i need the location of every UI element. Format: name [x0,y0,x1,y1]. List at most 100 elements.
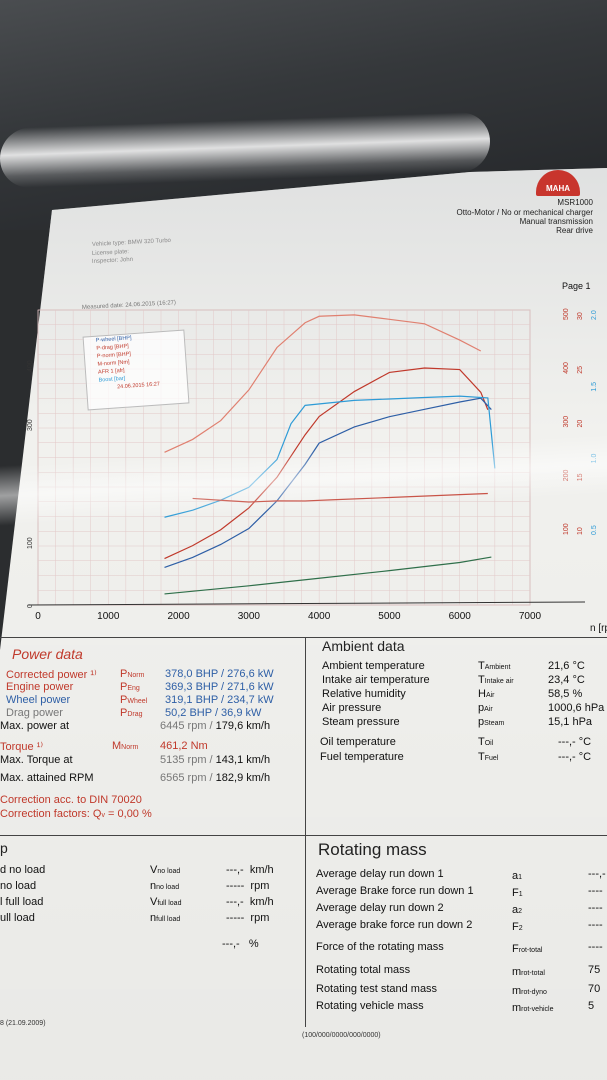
speed-row-label: ull load [0,912,35,924]
rotating-row-symbol: mrot-total [512,966,545,978]
speed-row-label: l full load [0,896,44,908]
ambient-row-symbol: TOil [478,736,494,748]
right-tick-label: 2.0 [591,310,598,320]
rotating-row-symbol: mrot-vehicle [512,1002,554,1014]
ambient-row-symbol: HAir [478,688,495,700]
max-rpm-values: 6565 rpm / 182,9 km/h [160,772,271,784]
right-tick-label: 400 [563,362,570,374]
ambient-row-symbol: pSteam [478,716,505,728]
series-line-2 [164,314,482,453]
ambient-row-label: Steam pressure [322,716,400,728]
ambient-data-title: Ambient data [322,638,405,654]
power-row-values: 319,1 BHP / 234,7 kW [165,694,274,706]
right-tick-label: 500 [563,308,570,320]
ambient-row-symbol: TAmbient [478,660,511,672]
power-row-symbol: PEng [120,681,140,693]
rotating-row-label: Average delay run down 1 [316,868,444,880]
speed-row-value: ----- rpm [226,912,270,924]
speed-row-symbol: nno load [150,880,180,892]
series-line-1 [164,367,489,560]
footer-center: (100/000/0000/000/0000) [302,1032,381,1039]
power-row-label: Corrected power ¹⁾ [6,669,97,681]
rotating-row-symbol: F2 [512,921,523,933]
left-axis-ticks: 0 100 300 400 [27,360,34,608]
x-tick-label: 5000 [378,611,401,622]
right-tick-label: 1.5 [591,382,598,392]
speed-row-symbol: Vfull load [150,896,182,908]
rotating-row-label: Average brake force run down 2 [316,919,473,931]
power-data-title: Power data [12,646,83,662]
right-tick-label: 20 [577,420,584,428]
rotating-row-symbol: mrot-dyno [512,985,547,997]
ambient-row-value: 1000,6 hPa [548,702,605,714]
speed-row-symbol: Vno load [150,864,181,876]
rotating-row-label: Rotating total mass [316,964,411,976]
power-row-symbol: PNorm [120,668,145,680]
right-tick-label: 10 [577,527,584,535]
ambient-row-symbol: TFuel [478,751,499,763]
speed-row-value: ---,- km/h [226,864,274,876]
right-tick-label: 100 [563,523,570,535]
x-axis-ticks: 0 1000 2000 3000 4000 5000 6000 7000 n [rpm] [35,611,607,634]
ambient-row-value: 23,4 °C [548,674,585,686]
right-tick-label: 15 [577,473,584,481]
torque-value: 461,2 Nm [160,740,208,752]
max-power-values: 6445 rpm / 179,6 km/h [160,720,271,732]
drive-label: Rear drive [556,226,593,235]
rotating-row-value: ---- [588,902,603,914]
rotating-row-value: ---- [588,919,603,931]
speed-row-value: ---,- km/h [226,896,274,908]
ambient-row-symbol: pAir [478,702,493,714]
rotating-row-label: Average Brake force run down 1 [316,885,474,897]
x-axis-label: n [rpm] [590,623,607,634]
speed-row-value: ----- rpm [226,880,270,892]
x-tick-label: 7000 [519,611,542,622]
ambient-row-value: 58,5 % [548,688,583,700]
power-row-values: 50,2 BHP / 36,9 kW [165,707,262,719]
power-row-label: Wheel power [6,694,71,706]
max-power-label: Max. power at [0,720,70,732]
ambient-row-label: Intake air temperature [322,674,430,686]
rotating-row-value: ---,- [588,868,606,880]
speed-row-symbol: nfull load [150,912,181,924]
rotating-row-value: 70 [588,983,601,995]
ambient-row-value: 21,6 °C [548,660,585,672]
rotating-row-symbol: F1 [512,887,523,899]
rotating-row-symbol: a2 [512,904,523,916]
ambient-row-label: Ambient temperature [322,660,425,672]
ambient-row-label: Air pressure [322,702,382,714]
rotating-row-value: 75 [588,964,601,976]
correction-factor: Correction factors: Qv = 0,00 % [0,808,152,820]
speed-row-label: no load [0,880,37,892]
rotating-row-label: Average delay run down 2 [316,902,444,914]
right-tick-label: 0.5 [591,525,598,535]
rotating-row-value: ---- [588,941,603,953]
rotating-row-label: Force of the rotating mass [316,941,444,953]
series-line-4 [164,395,496,518]
x-tick-label: 1000 [97,611,120,622]
right-tick-label: 200 [563,469,570,481]
rotating-row-label: Rotating vehicle mass [316,1000,424,1012]
chart-legend: P-wheel [BHP] P-drag [BHP] P-norm [BHP] M-n… [82,329,190,411]
power-row-label: Drag power [6,707,63,719]
engine-type-label: Otto-Motor / No or mechanical charger [456,208,594,217]
left-tick-label: 400 [27,360,34,372]
power-row-symbol: PWheel [120,694,148,706]
rotating-row-value: ---- [588,885,603,897]
max-torque-values: 5135 rpm / 143,1 km/h [160,754,271,766]
x-tick-label: 4000 [308,611,331,622]
transmission-label: Manual transmission [519,217,593,226]
right-tick-label: 1.0 [591,453,598,463]
rotating-row-symbol: Frot-total [512,943,543,955]
ambient-row-label: Oil temperature [320,736,396,748]
power-row-values: 369,3 BHP / 271,6 kW [165,681,274,693]
series-line-5 [192,492,488,503]
x-tick-label: 3000 [238,611,261,622]
ambient-row-label: Relative humidity [322,688,406,700]
model-label: MSR1000 [557,198,593,207]
x-tick-label: 2000 [167,611,190,622]
correction-note: Correction acc. to DIN 70020 [0,794,142,806]
torque-symbol: MNorm [112,740,139,752]
rotating-row-label: Rotating test stand mass [316,983,438,995]
footer-left: 8 (21.09.2009) [0,1020,46,1027]
